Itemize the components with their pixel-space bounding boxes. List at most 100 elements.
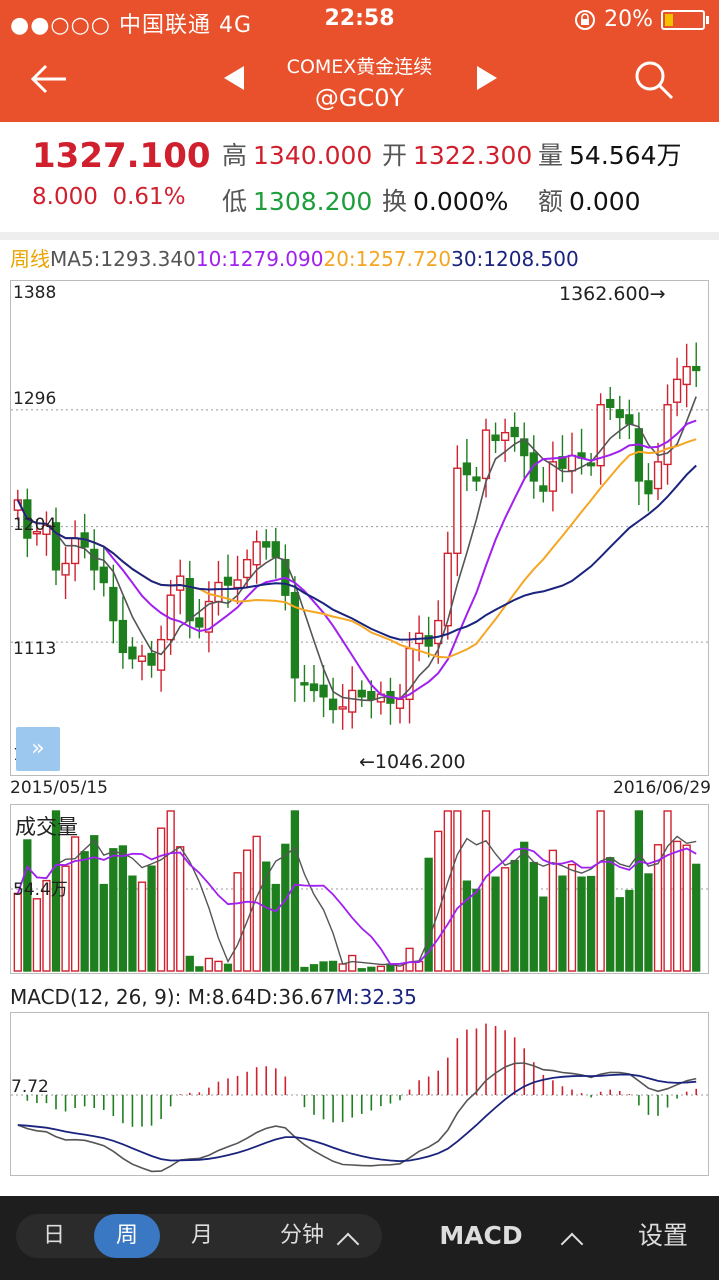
tab-month[interactable]: 月	[190, 1223, 213, 1248]
volume-bar	[156, 827, 166, 972]
quote-panel: 1327.100 8.000 0.61% 高 1340.000 开 1322.300…	[0, 122, 719, 232]
expand-chevron-icon[interactable]: »	[16, 727, 60, 771]
last-price: 1327.100	[32, 136, 211, 176]
indicator-button[interactable]: MACD	[439, 1221, 523, 1250]
candle	[32, 531, 42, 535]
candle	[242, 558, 252, 579]
battery-icon	[661, 9, 709, 30]
volume-bar	[271, 883, 280, 972]
candle	[453, 467, 462, 554]
candle	[625, 414, 634, 425]
candle	[367, 691, 376, 701]
candle	[462, 462, 472, 476]
volume-bar	[491, 876, 500, 972]
candle	[309, 683, 319, 692]
volume-bar	[147, 865, 156, 972]
volume-bar	[453, 810, 462, 972]
candle	[204, 600, 214, 633]
volume-bar	[137, 881, 147, 972]
price-change: 8.000 0.61%	[32, 184, 186, 210]
volume-bar	[195, 966, 204, 972]
candle	[500, 431, 510, 441]
volume-bar	[348, 954, 357, 972]
rotation-lock-icon	[575, 9, 596, 30]
macd-level: 7.72	[11, 1077, 49, 1097]
volume-bar	[214, 960, 223, 972]
turnover-cell: 换 0.000%	[382, 187, 509, 216]
status-right: 20%	[574, 7, 709, 32]
volume-bar	[185, 955, 194, 972]
battery-percent: 20%	[604, 7, 653, 32]
amount-cell: 额 0.000	[538, 187, 641, 216]
candle	[348, 689, 357, 713]
candle	[615, 409, 624, 419]
candle	[99, 566, 108, 584]
candle	[481, 429, 491, 480]
volume-bar	[128, 875, 137, 972]
volume-bar	[520, 841, 529, 972]
volume-bar	[281, 843, 290, 972]
candle	[606, 398, 615, 408]
carrier-signal: ●●○○○ 中国联通 4G	[10, 13, 253, 38]
volume-bar	[539, 896, 548, 972]
volume-bar	[548, 849, 558, 972]
open-cell: 开 1322.300	[382, 141, 533, 170]
ma-legend: 周线MA5:1293.34010:1279.09020:1257.72030:1…	[10, 247, 579, 271]
volume-bar	[644, 873, 653, 972]
tab-minute[interactable]: 分钟	[279, 1223, 324, 1248]
candle	[195, 617, 204, 628]
volume-bar	[500, 867, 510, 972]
volume-bar	[233, 872, 242, 972]
search-icon[interactable]	[632, 58, 676, 102]
candle	[395, 698, 405, 709]
volume-bar	[577, 876, 586, 972]
y-label-top: 1388	[13, 283, 57, 303]
kline-panel[interactable]: 1388 1296 1204 1113 1021 1362.600→ ←1046…	[10, 280, 709, 776]
candle	[90, 548, 99, 571]
candle	[434, 619, 443, 645]
y-label-3: 1204	[13, 515, 57, 535]
volume-bar	[90, 835, 99, 972]
date-start: 2015/05/15	[10, 778, 108, 798]
kline-chart[interactable]	[11, 281, 708, 775]
candle	[653, 461, 663, 490]
ma5-line	[17, 396, 697, 702]
low-cell: 低 1308.200	[222, 187, 373, 216]
y-label-4: 1113	[13, 639, 57, 659]
candle	[262, 541, 271, 548]
prev-instrument-button[interactable]	[224, 66, 244, 90]
next-instrument-button[interactable]	[477, 66, 497, 90]
volume-bar	[481, 810, 491, 972]
indicator-expand-icon[interactable]	[560, 1232, 584, 1256]
volume-bar	[529, 861, 538, 972]
candle	[692, 365, 701, 372]
high-cell: 高 1340.000	[222, 141, 373, 170]
candle	[42, 524, 51, 535]
app-header: ●●○○○ 中国联通 4G 22:58 20% COMEX黄金连续 @GC0Y	[0, 0, 719, 122]
volume-panel[interactable]: 成交量 54.4万	[10, 804, 709, 974]
volume-bar	[596, 810, 605, 972]
volume-chart	[11, 810, 708, 972]
volume-bar	[300, 966, 309, 972]
tab-week[interactable]: 周	[94, 1214, 160, 1258]
back-arrow-icon[interactable]	[26, 56, 72, 102]
volume-bar	[367, 966, 376, 972]
volume-bar	[290, 810, 300, 972]
volume-bar	[357, 968, 366, 972]
volume-bar	[80, 851, 89, 972]
candle	[223, 576, 233, 586]
volume-bar	[663, 810, 672, 972]
settings-button[interactable]: 设置	[637, 1221, 688, 1250]
candle	[252, 541, 261, 566]
candle	[137, 655, 147, 662]
macd-panel[interactable]: 7.72	[10, 1012, 709, 1176]
volume-bar	[109, 848, 118, 972]
volume-bar	[653, 844, 663, 972]
volume-bar	[223, 963, 233, 972]
candle	[663, 404, 672, 466]
volume-bar	[338, 963, 347, 972]
high-marker: 1362.600→	[559, 283, 666, 305]
candle	[472, 476, 481, 482]
tab-day[interactable]: 日	[42, 1223, 65, 1248]
candle	[548, 461, 558, 492]
